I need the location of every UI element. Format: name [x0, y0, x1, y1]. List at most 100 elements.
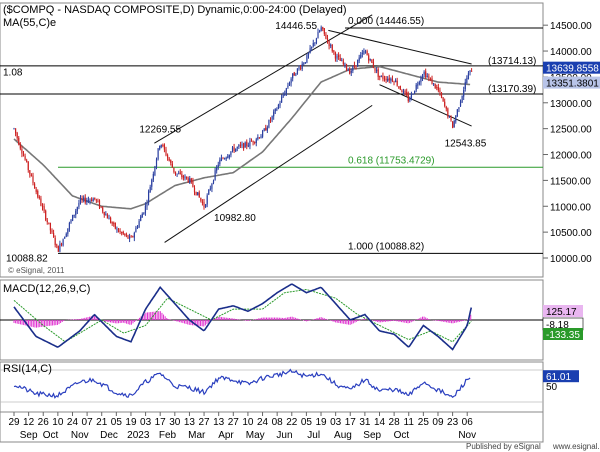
candle-body — [282, 95, 284, 97]
price-panel — [0, 2, 544, 278]
candle-body — [135, 227, 137, 233]
candle — [109, 216, 112, 224]
candle-body — [453, 120, 455, 128]
x-month-label: Sep — [20, 430, 38, 441]
candle — [355, 65, 357, 70]
candle — [369, 58, 371, 62]
candle-body — [377, 69, 379, 77]
candle-body — [249, 140, 251, 147]
candle-body — [242, 143, 245, 149]
swing-label: 12543.85 — [445, 138, 487, 149]
candle — [108, 214, 110, 220]
candle-body — [440, 92, 443, 98]
candle — [437, 83, 439, 93]
candle — [363, 48, 365, 55]
x-month-label: Aug — [334, 430, 352, 441]
candle-body — [306, 55, 308, 63]
candle-body — [388, 78, 390, 81]
candle — [192, 177, 194, 188]
candle-body — [442, 97, 444, 101]
candle-body — [459, 101, 462, 107]
candle-body — [420, 78, 422, 83]
rsi-tag-bg — [543, 370, 579, 383]
candle-body — [307, 53, 310, 56]
candle-body — [371, 59, 373, 63]
candle — [448, 115, 451, 118]
rsi-line — [13, 368, 471, 399]
candle-body — [352, 66, 354, 71]
x-month-label: Mar — [188, 430, 206, 441]
candle-body — [193, 187, 196, 193]
candle — [168, 156, 170, 162]
candle — [282, 92, 284, 98]
candle — [444, 98, 446, 108]
candle-body — [187, 178, 189, 183]
candle — [206, 193, 208, 208]
candle — [71, 214, 74, 222]
candle-body — [143, 212, 145, 214]
candle — [185, 176, 188, 180]
candle — [426, 73, 428, 78]
candle — [19, 142, 21, 151]
candle-body — [250, 140, 253, 142]
candle — [395, 78, 397, 83]
candle-body — [396, 80, 398, 86]
candle — [298, 65, 300, 71]
candle — [423, 70, 425, 78]
candle-body — [203, 202, 205, 208]
candle-body — [293, 72, 295, 76]
candle-body — [130, 236, 132, 238]
candle — [379, 75, 381, 81]
x-day-label: 13 — [213, 417, 225, 428]
macd-tag-bg — [543, 305, 583, 317]
candle — [81, 195, 83, 203]
candle — [178, 170, 180, 175]
candle — [163, 143, 166, 153]
candle — [100, 206, 102, 209]
candle-body — [163, 144, 166, 150]
candle — [230, 151, 232, 158]
x-month-label: Apr — [218, 430, 234, 441]
candle-body — [171, 163, 173, 168]
candle — [201, 199, 204, 206]
candle — [290, 77, 292, 87]
candle — [90, 197, 93, 202]
candle — [252, 140, 254, 146]
candle-body — [266, 127, 268, 131]
trend-channel-line — [164, 104, 373, 243]
candle-body — [334, 52, 337, 59]
candle-body — [341, 60, 343, 62]
candle — [127, 234, 129, 239]
candle-body — [276, 109, 278, 111]
candle-body — [212, 180, 215, 184]
candle — [311, 46, 313, 52]
candle-body — [285, 88, 287, 94]
candle-body — [382, 75, 384, 79]
candle-body — [437, 87, 439, 91]
candle-body — [86, 200, 88, 203]
candle-body — [78, 203, 80, 207]
candle — [263, 128, 265, 132]
candle — [227, 154, 229, 159]
candle-body — [179, 172, 181, 174]
candle — [94, 197, 96, 201]
candle-body — [147, 191, 150, 203]
candle — [372, 58, 375, 69]
candle — [144, 202, 147, 216]
candle — [383, 75, 386, 82]
candle — [425, 68, 427, 79]
candle — [453, 119, 455, 128]
candle-body — [190, 178, 192, 182]
candle — [385, 76, 387, 84]
level-label: (13714.13) — [488, 56, 536, 67]
candle-body — [162, 145, 164, 146]
candle-body — [344, 63, 346, 65]
candle — [274, 108, 276, 115]
candle — [318, 29, 321, 33]
candle — [92, 197, 94, 202]
candle-body — [450, 116, 452, 121]
candle — [119, 228, 121, 235]
candle — [374, 68, 376, 74]
candle — [124, 233, 126, 237]
candle — [326, 34, 329, 44]
